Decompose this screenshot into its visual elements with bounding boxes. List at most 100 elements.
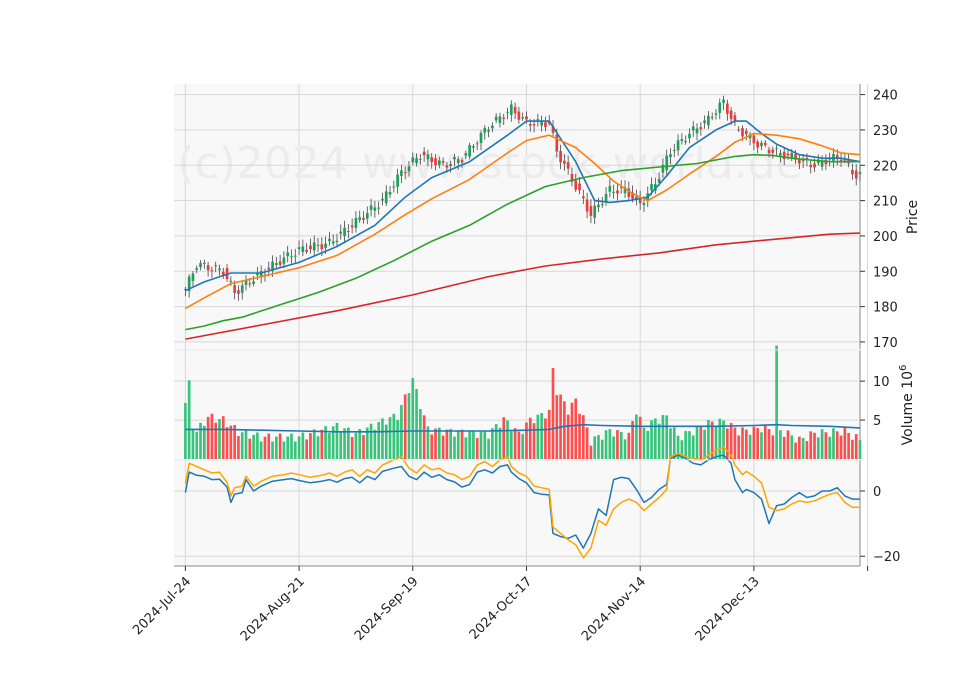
volume-bar bbox=[733, 427, 737, 459]
volume-bar bbox=[623, 439, 627, 459]
volume-bar bbox=[479, 431, 483, 459]
volume-bar bbox=[847, 432, 850, 459]
candle-body bbox=[703, 120, 706, 124]
candle-body bbox=[657, 178, 661, 183]
x-axis: 2024-Jul-24 2024-Aug-21 2024-Sep-19 2024-Oc… bbox=[130, 565, 869, 644]
volume-y-axis: 5 10 bbox=[174, 350, 890, 459]
candle-body bbox=[229, 280, 233, 282]
candle-body bbox=[282, 257, 286, 264]
volume-bar bbox=[839, 435, 843, 459]
candle-body bbox=[259, 271, 263, 278]
volume-bar bbox=[434, 428, 437, 459]
candle-body bbox=[339, 231, 343, 234]
volume-bar bbox=[547, 409, 551, 459]
volume-bar bbox=[286, 436, 290, 459]
volume-bar bbox=[646, 430, 650, 459]
volume-bar bbox=[301, 432, 305, 459]
candle-body bbox=[608, 185, 612, 192]
candle-body bbox=[574, 180, 578, 190]
volume-bar bbox=[642, 427, 646, 459]
volume-bar bbox=[502, 417, 506, 459]
candle-body bbox=[309, 245, 312, 250]
volume-bar bbox=[271, 441, 274, 459]
candle-body bbox=[437, 160, 441, 165]
candle-body bbox=[312, 242, 316, 251]
x-tick-label: 2024-Oct-17 bbox=[467, 574, 535, 642]
volume-bar bbox=[199, 422, 202, 459]
candle-body bbox=[331, 241, 335, 244]
volume-bar bbox=[661, 414, 665, 459]
candle-body bbox=[456, 159, 460, 163]
volume-bar bbox=[597, 435, 600, 459]
volume-bar bbox=[494, 424, 498, 459]
candle-body bbox=[578, 183, 581, 191]
volume-bar bbox=[551, 367, 555, 459]
volume-bar bbox=[331, 426, 335, 459]
candle-body bbox=[767, 149, 771, 154]
candle-body bbox=[726, 103, 729, 114]
candle-body bbox=[381, 198, 384, 201]
volume-bar bbox=[763, 425, 767, 459]
volume-bar bbox=[782, 436, 786, 459]
volume-bar bbox=[760, 432, 763, 459]
candle-body bbox=[733, 115, 737, 123]
y-tick-label: 10 bbox=[873, 375, 890, 390]
candle-body bbox=[525, 116, 528, 120]
candle-body bbox=[669, 154, 672, 158]
candle-body bbox=[559, 150, 562, 163]
volume-bar bbox=[714, 426, 718, 459]
candle-body bbox=[297, 247, 301, 250]
candle-body bbox=[460, 160, 464, 163]
x-tick-label: 2024-Sep-19 bbox=[352, 574, 422, 644]
candle-body bbox=[324, 243, 327, 248]
volume-bar bbox=[184, 402, 187, 459]
volume-bar bbox=[187, 380, 191, 459]
volume-bar bbox=[854, 434, 858, 459]
volume-bar bbox=[843, 427, 847, 459]
volume-bar bbox=[737, 435, 741, 459]
candle-body bbox=[684, 141, 687, 143]
volume-bar bbox=[195, 431, 199, 459]
volume-bar bbox=[532, 423, 536, 459]
volume-bar bbox=[775, 345, 778, 459]
candle-body bbox=[642, 203, 646, 205]
candle-body bbox=[335, 240, 339, 242]
volume-bar bbox=[509, 431, 513, 459]
volume-bar bbox=[710, 421, 714, 459]
volume-bar bbox=[403, 394, 407, 459]
candle-body bbox=[631, 192, 634, 199]
candle-body bbox=[396, 174, 399, 187]
watermark: (c)2024 www.stock-world.de bbox=[177, 138, 802, 189]
candle-body bbox=[509, 104, 513, 115]
volume-bar bbox=[801, 437, 805, 459]
candle-body bbox=[290, 256, 293, 258]
candle-body bbox=[612, 191, 615, 193]
candle-body bbox=[710, 116, 714, 118]
price-axis-label: Price bbox=[905, 200, 921, 234]
candle-body bbox=[369, 205, 373, 210]
candle-body bbox=[199, 263, 202, 268]
candle-body bbox=[419, 158, 422, 160]
candle-body bbox=[449, 164, 453, 167]
volume-bar bbox=[290, 433, 293, 459]
candle-body bbox=[328, 238, 331, 242]
volume-bar bbox=[430, 434, 434, 459]
volume-bar bbox=[426, 426, 430, 459]
volume-bar bbox=[218, 419, 221, 459]
volume-bar bbox=[581, 415, 585, 459]
volume-bar bbox=[820, 429, 824, 459]
volume-bar bbox=[676, 435, 680, 459]
candle-body bbox=[191, 273, 195, 282]
candle-body bbox=[487, 129, 490, 132]
y-tick-label: 230 bbox=[873, 124, 898, 139]
candle-body bbox=[267, 267, 271, 270]
volume-bar bbox=[267, 433, 271, 459]
candle-body bbox=[521, 117, 525, 119]
volume-bar bbox=[699, 425, 703, 459]
candle-body bbox=[373, 207, 377, 211]
candle-body bbox=[441, 161, 445, 163]
candle-body bbox=[820, 160, 824, 167]
volume-bar bbox=[570, 402, 574, 459]
volume-bar bbox=[468, 431, 471, 459]
volume-bar bbox=[456, 430, 460, 459]
